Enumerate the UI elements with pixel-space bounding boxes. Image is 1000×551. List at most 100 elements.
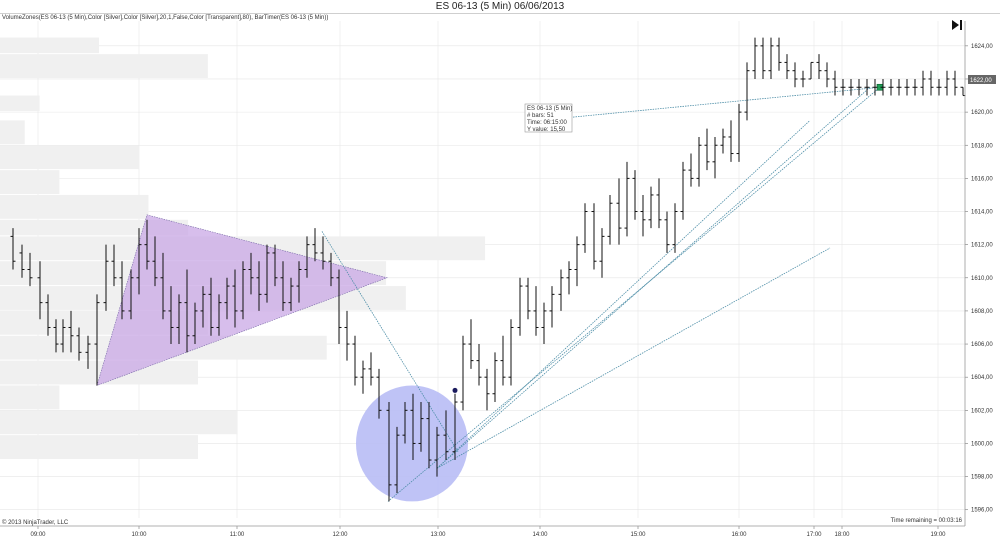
price-chart[interactable]: 1596,00 1598,00 1600,00 1602,00 1604,00 1606,… [0, 13, 1000, 551]
ohlc-bar [53, 319, 59, 353]
ohlc-bar [304, 236, 310, 278]
ohlc-bar [320, 236, 326, 270]
ohlc-bar [696, 136, 702, 187]
y-tick-label: 1620,00 [971, 110, 993, 116]
trend-line [436, 120, 811, 469]
ohlc-bar [680, 161, 686, 220]
ohlc-bar [549, 286, 555, 328]
ohlc-bar [27, 252, 33, 287]
ohlc-bar [848, 78, 854, 96]
volume-zone-bar [0, 194, 149, 219]
ohlc-bar [386, 402, 392, 502]
ohlc-bar [60, 319, 66, 353]
volume-zone-bar [0, 385, 60, 410]
ohlc-bar [896, 78, 902, 96]
x-tick-label: 17:00 [806, 532, 822, 538]
ohlc-bar [224, 277, 230, 320]
ohlc-bar [152, 236, 158, 287]
ohlc-bar [248, 252, 254, 295]
volume-zone-bar [0, 170, 60, 194]
time-remaining-label: Time remaining = 00:03:16 [890, 518, 962, 524]
ohlc-bar [517, 277, 523, 336]
ohlc-bar [904, 78, 910, 96]
ohlc-bar [240, 261, 246, 320]
ohlc-bar [360, 360, 366, 394]
ohlc-bar [264, 244, 270, 303]
y-tick-label: 1596,00 [971, 508, 993, 514]
volume-zones [0, 37, 486, 460]
ohlc-bar [672, 203, 678, 253]
ohlc-bar [664, 211, 670, 253]
ohlc-bar [525, 277, 531, 320]
trend-line [321, 231, 459, 452]
ohlc-bar [832, 70, 838, 96]
ohlc-bar [872, 78, 878, 96]
ohlc-bar [632, 170, 638, 220]
ohlc-bar [280, 261, 286, 311]
trend-line [436, 247, 831, 469]
ohlc-bar [808, 61, 814, 80]
ohlc-bar [344, 310, 350, 361]
ohlc-bar [103, 244, 109, 311]
ohlc-bar [208, 277, 214, 336]
y-tick-label: 1608,00 [971, 309, 993, 315]
ohlc-bar [558, 269, 564, 311]
ohlc-bar [216, 294, 222, 336]
ohlc-bar [856, 78, 862, 96]
ellipse-drawing [356, 385, 468, 502]
x-tick-label: 19:00 [930, 532, 946, 538]
ohlc-bar [68, 310, 74, 353]
ohlc-bar [656, 178, 662, 229]
y-tick-label: 1624,00 [971, 44, 993, 50]
ohlc-bar [272, 244, 278, 287]
ohlc-bar [640, 194, 646, 237]
ohlc-bar [176, 294, 182, 345]
copyright-label: © 2013 NinjaTrader, LLC [2, 520, 69, 526]
ohlc-bar [136, 228, 142, 295]
ohlc-bar [476, 344, 482, 386]
ohlc-bar [492, 352, 498, 403]
x-tick-label: 11:00 [230, 532, 245, 538]
ohlc-bar [936, 78, 942, 96]
volume-zone-bar [0, 145, 139, 170]
drawing-objects[interactable] [96, 83, 884, 502]
volume-zone-bar [0, 219, 189, 236]
ohlc-bar [184, 269, 190, 353]
ohlc-bar [296, 261, 302, 303]
y-tick-label: 1602,00 [971, 408, 993, 414]
ohlc-bar [840, 78, 846, 96]
ohlc-bar [45, 294, 51, 336]
ohlc-bar [452, 393, 458, 461]
ohlc-bar [776, 37, 782, 71]
price-marker-label: 1622,00 [970, 78, 992, 84]
anchor-dot-marker [452, 387, 458, 393]
ohlc-bar [376, 368, 382, 419]
tooltip-line-3: Time: 06:15:00 [527, 120, 567, 126]
y-tick-label: 1598,00 [971, 475, 993, 481]
ohlc-bar [912, 78, 918, 96]
ohlc-bar [192, 302, 198, 345]
x-tick-label: 12:00 [332, 532, 348, 538]
ohlc-bar [720, 128, 726, 154]
trend-line [436, 86, 871, 469]
y-tick-label: 1600,00 [971, 441, 993, 447]
ohlc-bar [312, 228, 318, 262]
ohlc-bar [728, 120, 734, 162]
indicator-label: VolumeZones(ES 06-13 (5 Min),Color [Silv… [2, 15, 329, 21]
ohlc-bar [864, 78, 870, 96]
ohlc-bar [744, 62, 750, 121]
ohlc-bar [328, 252, 334, 287]
ohlc-bar [792, 62, 798, 88]
ohlc-bar [508, 319, 514, 386]
ohlc-bar [574, 236, 580, 287]
ohlc-bar [256, 261, 262, 311]
ohlc-bar [119, 261, 125, 320]
volume-zone-bar [0, 435, 198, 460]
y-tick-label: 1604,00 [971, 375, 993, 381]
ohlc-bar [288, 277, 294, 311]
y-tick-label: 1618,00 [971, 143, 993, 149]
ohlc-bar [952, 70, 958, 96]
ohlc-bar [566, 261, 572, 295]
skip-to-end-icon[interactable] [950, 18, 964, 30]
ohlc-bar [352, 335, 358, 386]
